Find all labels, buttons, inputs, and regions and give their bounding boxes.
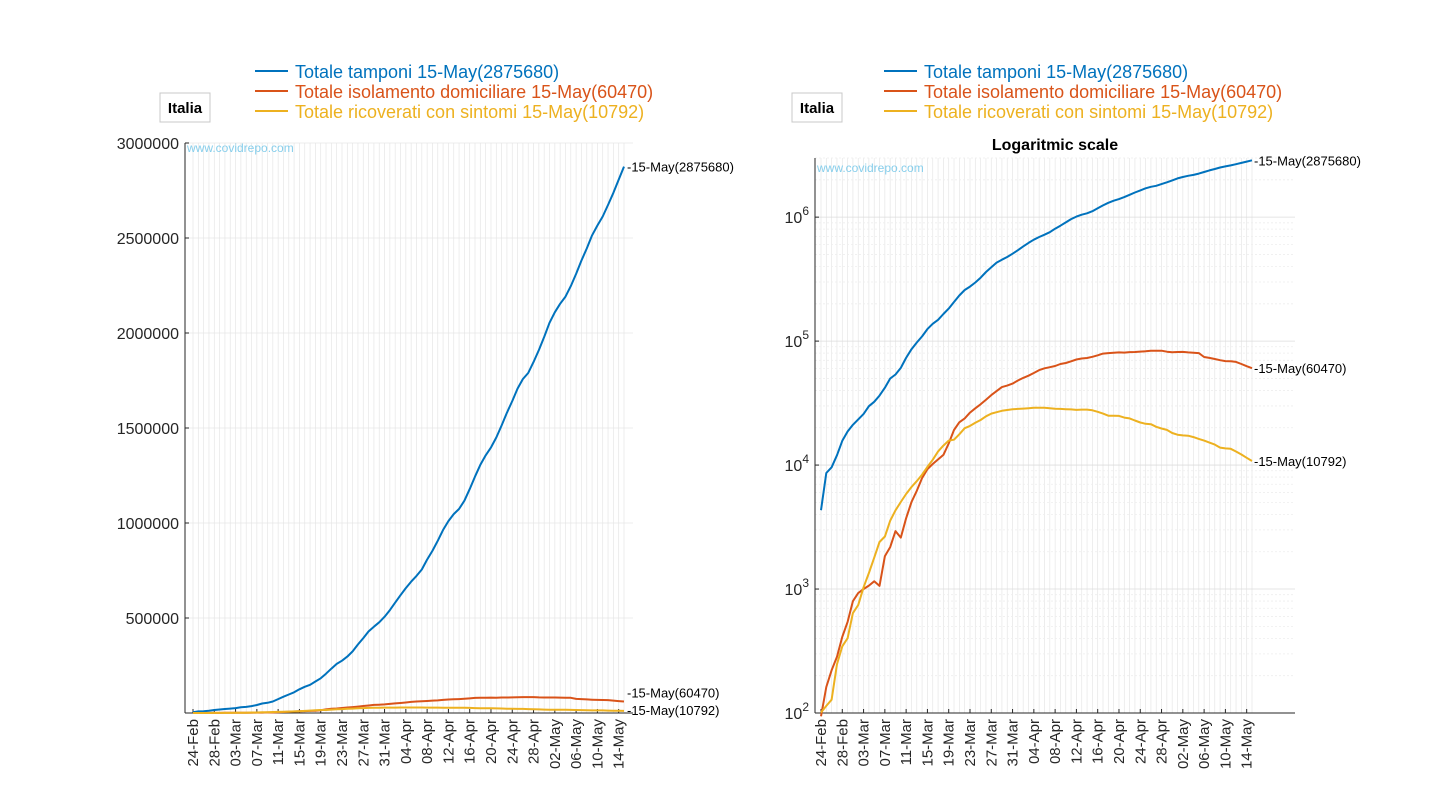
x-tick-label: 28-Apr — [526, 719, 543, 764]
end-label-ricoverati: -15-May(10792) — [1254, 454, 1347, 469]
series-line-ricoverati — [193, 706, 625, 714]
y-tick-label: 103 — [785, 576, 810, 599]
x-tick-label: 31-Mar — [377, 719, 394, 767]
x-tick-label: 11-Mar — [898, 719, 915, 765]
series-lines — [192, 166, 625, 714]
x-tick-label: 14-May — [611, 719, 628, 770]
end-labels: -15-May(2875680) -15-May(60470) -15-May(10… — [627, 160, 734, 718]
x-tick-labels: 24-Feb 28-Feb 03-Mar 07-Mar 11-Mar 15-Mar 19-M… — [185, 709, 628, 769]
end-label-isolamento: -15-May(60470) — [1254, 361, 1347, 376]
x-tick-label: 20-Apr — [483, 719, 500, 764]
region-label-box: Italia — [159, 92, 211, 123]
legend-label-tamponi: Totale tamponi 15-May(2875680) — [295, 62, 559, 82]
end-label-ricoverati: -15-May(10792) — [627, 703, 720, 718]
y-tick-label: 1500000 — [117, 421, 179, 438]
x-tick-label: 03-Mar — [228, 719, 245, 767]
y-tick-labels: 102 103 104 105 106 — [785, 204, 819, 723]
x-tick-label: 10-May — [589, 719, 606, 770]
y-tick-label: 1000000 — [117, 516, 179, 533]
end-labels: -15-May(2875680) -15-May(60470) -15-May(10… — [1254, 153, 1361, 469]
x-tick-label: 16-Apr — [462, 719, 479, 764]
x-tick-label: 24-Feb — [813, 719, 830, 767]
end-label-isolamento: -15-May(60470) — [627, 686, 720, 701]
series-lines — [820, 159, 1253, 717]
y-tick-label: 500000 — [126, 611, 179, 628]
x-tick-label: 24-Apr — [1132, 719, 1149, 764]
x-tick-label: 06-May — [1196, 719, 1213, 770]
x-tick-label: 03-Mar — [856, 719, 873, 767]
x-tick-label: 04-Apr — [398, 719, 415, 764]
legend-label-isolamento: Totale isolamento domiciliare 15-May(604… — [295, 82, 653, 102]
series-line-tamponi — [192, 166, 625, 714]
y-tick-label: 105 — [785, 328, 810, 351]
end-label-tamponi: -15-May(2875680) — [627, 160, 734, 175]
series-line-ricoverati — [820, 406, 1253, 714]
legend-label-tamponi: Totale tamponi 15-May(2875680) — [924, 62, 1188, 82]
legend-label-isolamento: Totale isolamento domiciliare 15-May(604… — [924, 82, 1282, 102]
grid — [815, 157, 1295, 714]
y-tick-label: 102 — [785, 700, 810, 723]
x-tick-label: 14-May — [1239, 719, 1256, 770]
region-label-box: Italia — [791, 92, 843, 123]
x-tick-label: 02-May — [547, 719, 564, 770]
x-tick-label: 16-Apr — [1090, 719, 1107, 764]
legend: Totale tamponi 15-May(2875680) Totale is… — [884, 62, 1282, 122]
x-tick-label: 28-Feb — [206, 719, 223, 767]
legend-label-ricoverati: Totale ricoverati con sintomi 15-May(107… — [295, 102, 644, 122]
chart-title: Logaritmic scale — [992, 137, 1118, 154]
x-tick-label: 20-Apr — [1111, 719, 1128, 764]
x-tick-label: 24-Apr — [504, 719, 521, 764]
x-tick-label: 27-Mar — [983, 719, 1000, 767]
x-tick-label: 07-Mar — [249, 719, 266, 767]
y-tick-label: 104 — [785, 452, 810, 475]
region-label: Italia — [168, 100, 203, 117]
end-label-tamponi: -15-May(2875680) — [1254, 153, 1361, 168]
x-tick-label: 06-May — [568, 719, 585, 770]
x-tick-label: 28-Apr — [1154, 719, 1171, 764]
x-tick-label: 15-Mar — [291, 719, 308, 767]
watermark: www.covidrepo.com — [816, 161, 924, 175]
x-tick-label: 23-Mar — [334, 719, 351, 767]
grid — [185, 142, 633, 713]
x-tick-label: 31-Mar — [1005, 719, 1022, 767]
x-tick-label: 19-Mar — [313, 719, 330, 767]
x-tick-labels: 24-Feb 28-Feb 03-Mar 07-Mar 11-Mar 15-Mar 19-M… — [813, 709, 1256, 769]
series-line-isolamento — [820, 349, 1253, 717]
watermark: www.covidrepo.com — [186, 141, 294, 155]
x-tick-label: 12-Apr — [1068, 719, 1085, 764]
x-tick-label: 08-Apr — [1047, 719, 1064, 764]
y-tick-label: 2000000 — [117, 326, 179, 343]
x-tick-label: 28-Feb — [834, 719, 851, 767]
x-tick-label: 24-Feb — [185, 719, 202, 767]
series-line-tamponi — [820, 159, 1253, 511]
x-tick-label: 10-May — [1217, 719, 1234, 770]
x-tick-label: 11-Mar — [270, 719, 287, 765]
x-tick-label: 02-May — [1175, 719, 1192, 770]
log-chart: Totale tamponi 15-May(2875680) Totale is… — [785, 62, 1361, 769]
linear-chart: Totale tamponi 15-May(2875680) Totale is… — [117, 62, 734, 769]
y-tick-label: 2500000 — [117, 231, 179, 248]
x-tick-label: 15-Mar — [919, 719, 936, 767]
y-tick-label: 106 — [785, 204, 810, 227]
y-tick-labels: 500000 1000000 1500000 2000000 2500000 300000… — [117, 136, 189, 628]
x-tick-label: 19-Mar — [941, 719, 958, 767]
legend-label-ricoverati: Totale ricoverati con sintomi 15-May(107… — [924, 102, 1273, 122]
x-tick-label: 12-Apr — [440, 719, 457, 764]
x-tick-label: 23-Mar — [962, 719, 979, 767]
x-tick-label: 07-Mar — [877, 719, 894, 767]
y-tick-label: 3000000 — [117, 136, 179, 153]
legend: Totale tamponi 15-May(2875680) Totale is… — [255, 62, 653, 122]
x-tick-label: 04-Apr — [1026, 719, 1043, 764]
x-tick-label: 27-Mar — [355, 719, 372, 767]
x-tick-label: 08-Apr — [419, 719, 436, 764]
region-label: Italia — [800, 100, 835, 117]
